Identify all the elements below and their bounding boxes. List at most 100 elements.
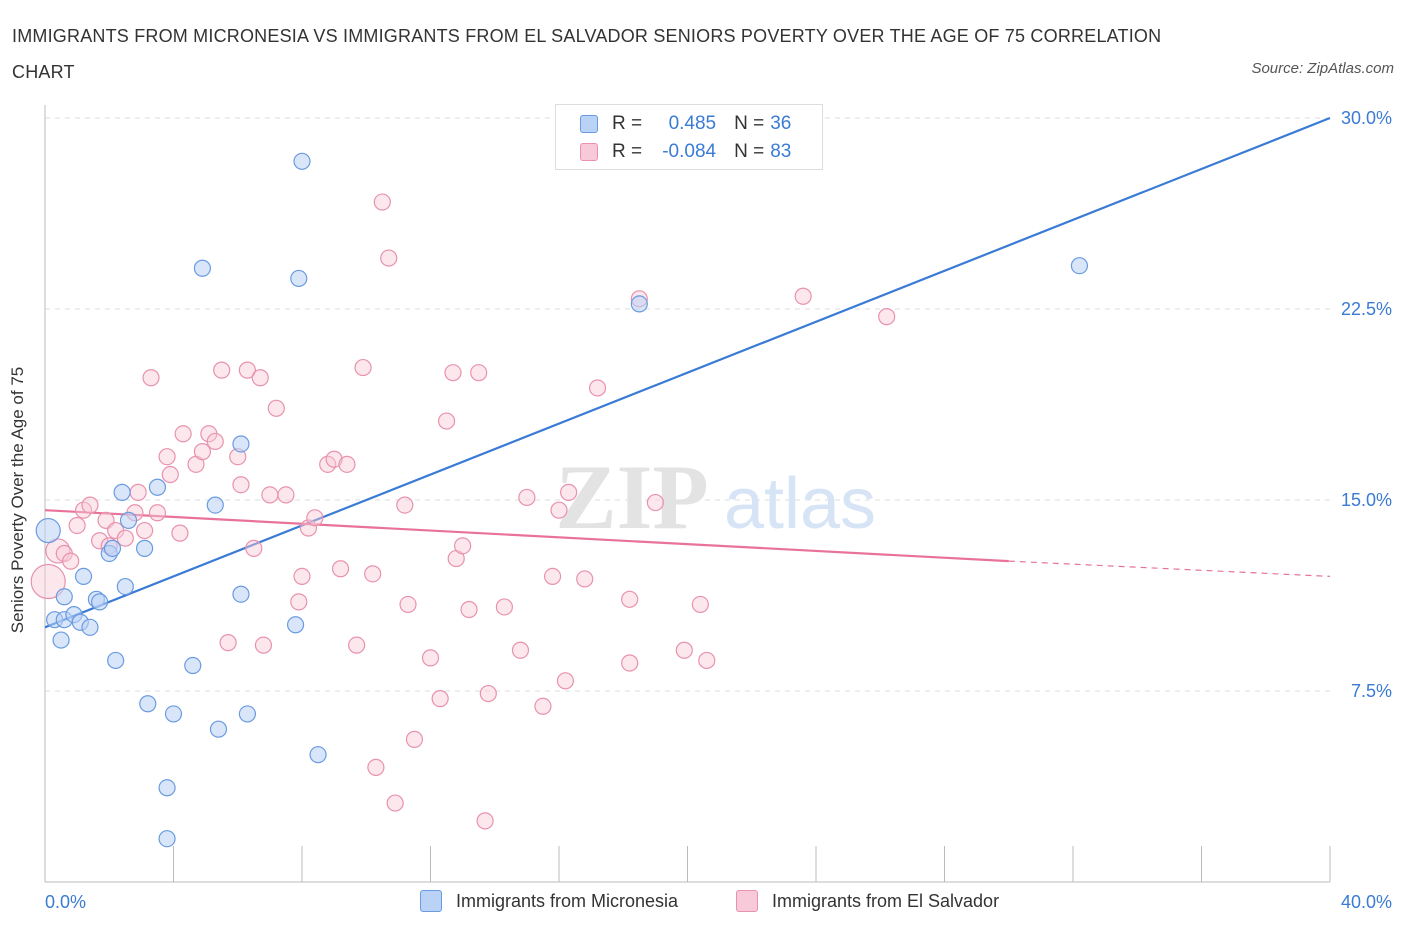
micronesia-point: [35, 517, 61, 544]
series-legend-el-salvador: Immigrants from El Salvador: [736, 890, 999, 912]
el-salvador-point: [479, 684, 497, 703]
el-salvador-point: [646, 493, 664, 512]
micronesia-point: [232, 585, 250, 603]
el-salvador-point: [68, 516, 86, 535]
el-salvador-point: [148, 504, 167, 522]
micronesia-point: [107, 651, 125, 670]
el-salvador-point: [129, 483, 147, 501]
el-salvador-point: [691, 595, 709, 614]
el-salvador-point: [560, 483, 578, 501]
series-name: Immigrants from El Salvador: [772, 890, 1000, 911]
el-salvador-point: [81, 496, 99, 514]
el-salvador-point: [261, 486, 279, 504]
el-salvador-point: [373, 193, 391, 211]
source-label: Source: ZipAtlas.com: [1251, 60, 1394, 77]
el-salvador-point: [254, 636, 273, 654]
y-tick-label: 15.0%: [1341, 490, 1392, 510]
el-salvador-point: [193, 443, 212, 461]
el-salvador-trend-extension: [1008, 560, 1331, 577]
series-name: Immigrants from Micronesia: [456, 890, 679, 911]
el-salvador-point: [878, 308, 896, 326]
el-salvador-point: [158, 448, 176, 466]
el-salvador-point: [267, 399, 285, 417]
micronesia-point: [52, 631, 70, 649]
el-salvador-point: [232, 476, 250, 494]
el-salvador-point: [454, 537, 472, 555]
watermark-zip: ZIP: [555, 446, 708, 548]
micronesia-point: [193, 259, 212, 277]
el-salvador-point: [367, 758, 385, 777]
el-salvador-point: [460, 600, 478, 619]
el-salvador-point: [380, 249, 398, 267]
grid-lines: [45, 117, 1330, 692]
micronesia-point: [116, 577, 134, 596]
micronesia-point: [103, 539, 122, 557]
n-label: N =: [734, 141, 765, 162]
micronesia-point: [158, 830, 176, 848]
el-salvador-point: [135, 521, 154, 540]
el-salvador-point: [399, 595, 417, 614]
trend-lines: [44, 116, 1331, 629]
el-salvador-point: [277, 486, 295, 504]
y-tick-label: 30.0%: [1341, 108, 1392, 128]
micronesia-point: [309, 746, 327, 764]
micronesia-point: [158, 779, 176, 797]
y-axis-label: Seniors Poverty Over the Age of 75: [8, 366, 27, 634]
el-salvador-point: [518, 488, 536, 507]
micronesia-point: [139, 695, 157, 713]
micronesia-point: [148, 478, 167, 496]
el-salvador-point: [245, 539, 263, 557]
watermark: ZIP atlas: [555, 446, 876, 548]
n-value: 36: [770, 113, 792, 134]
blue-swatch-icon: [420, 890, 442, 912]
el-salvador-point: [675, 641, 693, 659]
el-salvador-point: [251, 369, 269, 387]
el-salvador-point: [437, 412, 456, 430]
stats-legend: R = 0.485 N = 36 R = -0.084 N = 83: [555, 104, 823, 170]
micronesia-point: [206, 496, 224, 514]
micronesia-point: [238, 705, 256, 723]
el-salvador-point: [543, 567, 562, 586]
el-salvador-point: [174, 425, 192, 443]
x-tick-label-max: 40.0%: [1341, 892, 1392, 912]
el-salvador-point: [534, 697, 552, 715]
el-salvador-point: [161, 465, 179, 484]
el-salvador-point: [91, 532, 109, 550]
micronesia-point: [209, 720, 228, 738]
watermark-atlas: atlas: [724, 464, 876, 544]
series-legend-micronesia: Immigrants from Micronesia: [420, 890, 678, 912]
micronesia-point: [91, 593, 109, 611]
micronesia-point: [286, 616, 305, 634]
micronesia-point: [290, 269, 308, 288]
micronesia-trend-line: [44, 116, 1331, 629]
el-salvador-point: [698, 651, 716, 670]
el-salvador-point: [476, 812, 494, 830]
el-salvador-point: [444, 364, 462, 382]
el-salvador-point: [364, 565, 382, 583]
el-salvador-point: [431, 690, 449, 708]
el-salvador-point: [511, 641, 530, 659]
micronesia-point: [293, 152, 311, 170]
r-label: R =: [612, 141, 643, 162]
el-salvador-point: [794, 287, 812, 305]
micronesia-point: [74, 567, 93, 586]
el-salvador-point: [238, 361, 256, 379]
y-tick-label: 22.5%: [1341, 299, 1392, 319]
micronesia-point: [81, 618, 99, 636]
el-salvador-point: [348, 636, 366, 654]
el-salvador-point: [421, 649, 440, 667]
legend-row-micronesia: R = 0.485 N = 36: [580, 113, 791, 135]
micronesia-point: [184, 656, 202, 675]
el-salvador-point: [142, 369, 160, 387]
el-salvador-point: [219, 634, 237, 652]
el-salvador-point: [338, 455, 356, 473]
el-salvador-point: [62, 552, 80, 570]
el-salvador-point: [621, 590, 639, 608]
el-salvador-point: [213, 361, 231, 379]
el-salvador-point: [396, 496, 414, 514]
r-value: -0.084: [662, 141, 717, 162]
tick-labels: 7.5% 15.0% 22.5% 30.0% 0.0% 40.0%: [45, 108, 1392, 912]
pink-swatch-icon: [736, 890, 758, 912]
el-salvador-trend-line: [44, 509, 1009, 563]
